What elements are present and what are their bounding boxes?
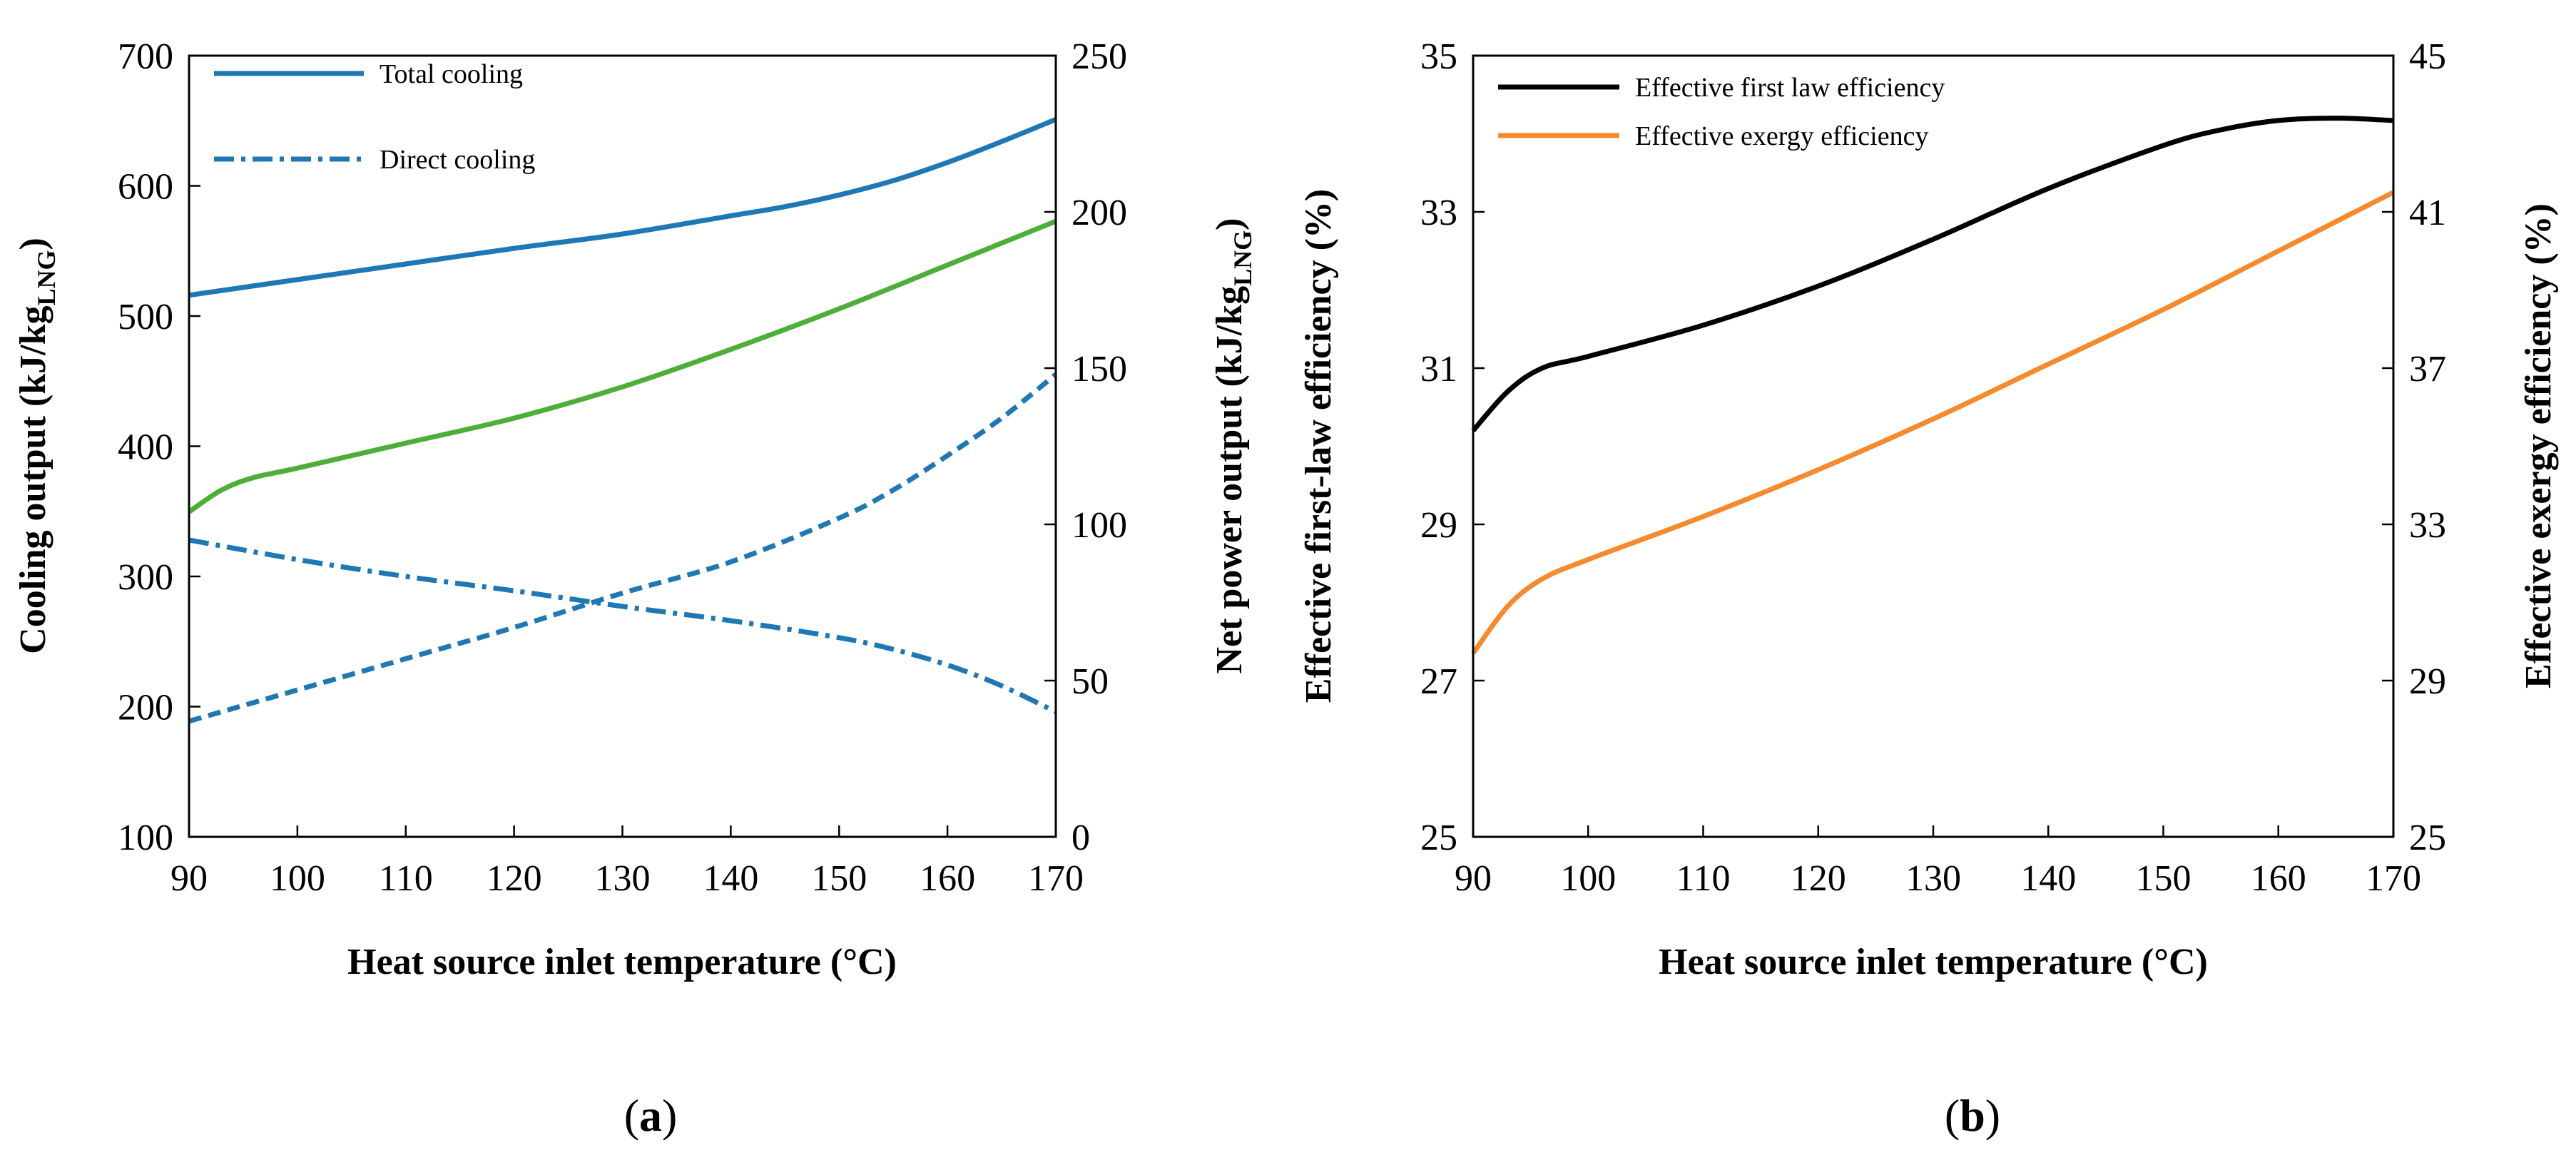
- chart-a-x-tick-label: 140: [703, 858, 758, 899]
- chart-b-plot-frame: [1472, 54, 2395, 838]
- chart-b-left-axis-title: Effective first-law efficiency (%): [1298, 189, 1339, 703]
- chart-a-series-line-total-cooling: [188, 117, 1057, 298]
- chart-a-x-tick-label: 100: [270, 858, 325, 899]
- chart-b-right-y-tick-label: 33: [2409, 505, 2446, 546]
- chart-a-right-y-tick-label: 0: [1071, 818, 1090, 858]
- chart-b-left-y-tick-label: 29: [1420, 505, 1457, 546]
- chart-a-series-line-direct-cooling: [188, 537, 1057, 714]
- chart-b-left-y-tick-label: 33: [1420, 193, 1457, 233]
- chart-b-x-tick-label: 150: [2136, 858, 2191, 899]
- chart-b-x-tick-label: 120: [1791, 858, 1846, 899]
- chart-a-left-y-tick-label: 300: [118, 557, 173, 598]
- chart-a-right-y-tick-label: 200: [1071, 193, 1127, 233]
- chart-b-series-line-effective-first-law-efficiency: [1471, 116, 2394, 432]
- chart-a: 90 100 110 120 130 140 150 160 17010020030040050…: [13, 36, 1257, 1141]
- chart-a-left-y-tick-label: 600: [118, 167, 173, 208]
- chart-a-left-y-tick-label: 500: [118, 297, 173, 337]
- panel-label-a: (a): [624, 1090, 678, 1141]
- chart-b-left-y-tick-label: 27: [1420, 661, 1457, 702]
- chart-b-series-line-effective-exergy-efficiency: [1471, 190, 2395, 655]
- chart-b-x-tick-label: 90: [1455, 858, 1492, 899]
- chart-b-left-y-tick-label: 31: [1420, 349, 1457, 390]
- chart-b-right-y-tick-label: 25: [2409, 818, 2446, 858]
- chart-b-legend: Effective first law efficiency Effective …: [1498, 73, 1945, 151]
- chart-b-left-y-tick-label: 25: [1420, 818, 1457, 858]
- chart-b-x-tick-label: 130: [1905, 858, 1961, 899]
- chart-a-x-tick-label: 90: [170, 858, 208, 899]
- chart-a-left-y-tick-label: 400: [118, 427, 173, 468]
- chart-b-x-tick-label: 140: [2020, 858, 2076, 899]
- chart-b: 90 100 110 120 130 140 150 160 17025272931333525…: [1298, 36, 2559, 1141]
- chart-a-plot-frame: [188, 54, 1057, 838]
- chart-a-x-tick-label: 170: [1028, 858, 1084, 899]
- chart-b-left-y-tick-label: 35: [1420, 36, 1457, 77]
- chart-b-right-y-tick-label: 41: [2409, 193, 2446, 233]
- chart-a-right-axis-title: Net power output (kJ/kgLNG): [1209, 218, 1257, 674]
- chart-a-legend-label: Total cooling: [380, 59, 523, 89]
- chart-a-right-y-tick-label: 50: [1071, 661, 1109, 702]
- chart-a-x-tick-label: 110: [379, 858, 433, 899]
- chart-a-right-y-tick-label: 100: [1071, 505, 1127, 546]
- chart-b-right-y-tick-label: 45: [2409, 36, 2446, 77]
- chart-a-legend: Total cooling Direct cooling: [214, 59, 535, 175]
- chart-b-legend-label: Effective first law efficiency: [1635, 73, 1945, 103]
- chart-b-right-y-tick-label: 37: [2409, 349, 2446, 390]
- chart-a-left-y-tick-label: 700: [118, 36, 173, 77]
- chart-a-legend-label: Direct cooling: [380, 145, 535, 175]
- chart-a-x-axis-title: Heat source inlet temperature (°C): [347, 942, 897, 982]
- panel-label-b: (b): [1945, 1090, 2000, 1141]
- chart-a-right-y-tick-label: 250: [1071, 36, 1127, 77]
- chart-b-x-tick-label: 100: [1560, 858, 1616, 899]
- chart-b-x-tick-label: 110: [1676, 858, 1730, 899]
- chart-b-x-axis-title: Heat source inlet temperature (°C): [1659, 942, 2208, 982]
- chart-b-x-tick-label: 170: [2366, 858, 2421, 899]
- chart-a-right-y-tick-label: 150: [1071, 349, 1127, 390]
- chart-a-left-y-tick-label: 100: [118, 818, 173, 858]
- chart-b-right-y-tick-label: 29: [2409, 661, 2446, 702]
- chart-a-x-tick-label: 150: [811, 858, 867, 899]
- chart-b-x-tick-label: 160: [2251, 858, 2306, 899]
- chart-a-left-y-tick-label: 200: [118, 688, 173, 728]
- chart-b-legend-label: Effective exergy efficiency: [1635, 121, 1928, 151]
- chart-a-x-tick-label: 120: [487, 858, 542, 899]
- chart-a-series-line-net-power-output-dashed-: [188, 372, 1058, 724]
- chart-a-series-line-net-power-output: [188, 218, 1057, 514]
- chart-a-x-tick-label: 130: [595, 858, 651, 899]
- chart-a-x-tick-label: 160: [920, 858, 975, 899]
- chart-a-left-axis-title: Cooling output (kJ/kgLNG): [13, 238, 61, 654]
- chart-b-right-axis-title: Effective exergy efficiency (%): [2518, 203, 2559, 688]
